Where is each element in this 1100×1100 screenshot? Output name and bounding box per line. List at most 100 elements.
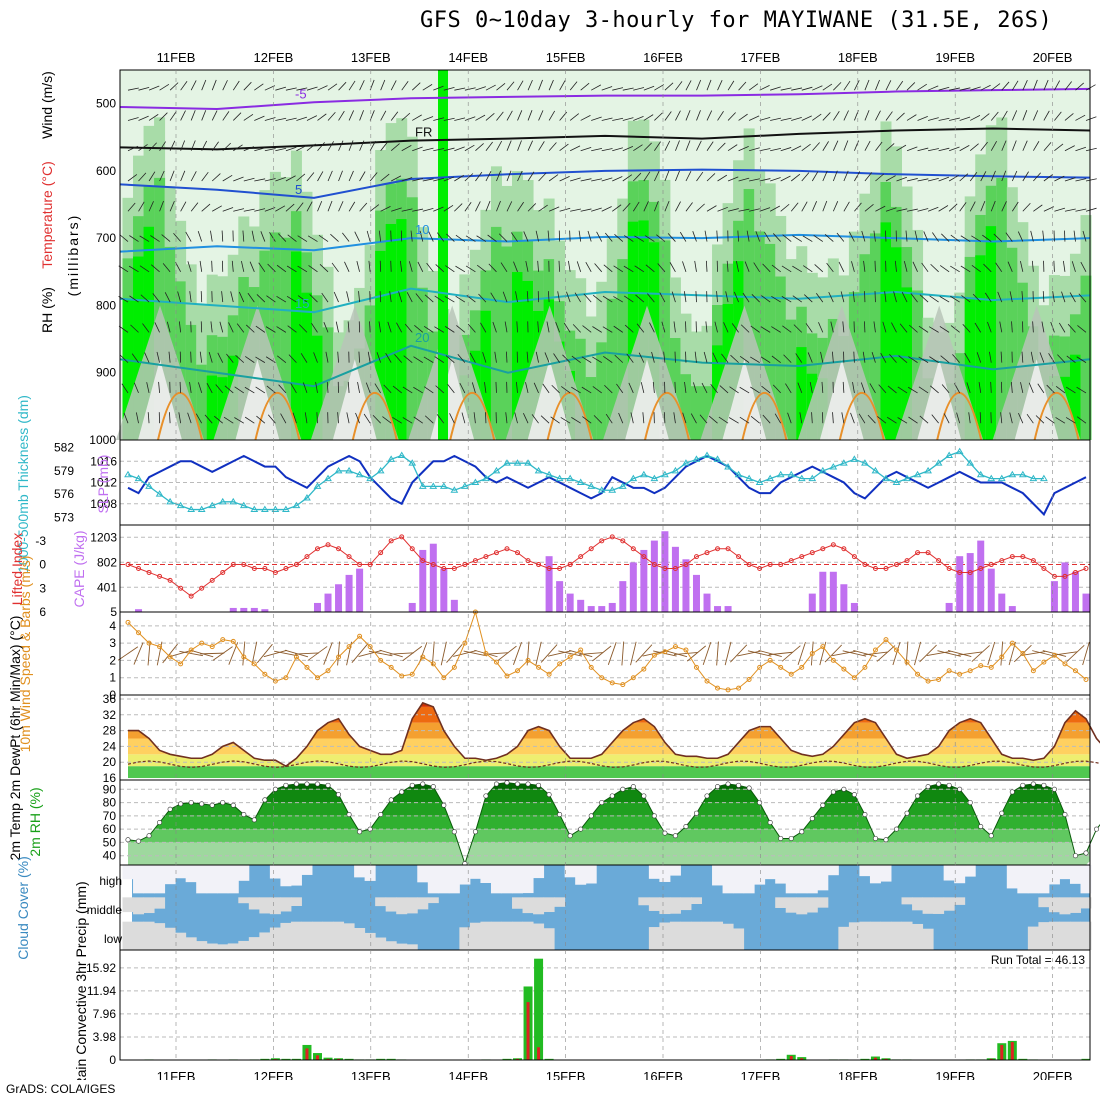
wind-barb — [169, 170, 175, 182]
wind-barb — [323, 322, 329, 333]
wind-barb — [1066, 644, 1085, 663]
wind-barb — [224, 385, 234, 394]
wind-barb — [496, 82, 506, 91]
wind-barb — [346, 412, 350, 424]
wind-barb — [1001, 170, 1007, 182]
wind-barb — [369, 321, 371, 333]
wind-barb — [587, 230, 592, 242]
wind-barb — [118, 325, 129, 333]
wind-barb — [1061, 291, 1066, 303]
wind-barb — [222, 142, 231, 152]
wind-barb — [905, 230, 908, 242]
wind-barb — [1001, 201, 1007, 212]
wind-barb — [1032, 650, 1056, 657]
wind-barb — [306, 172, 315, 182]
wind-barb — [769, 205, 781, 212]
wind-barb — [730, 354, 739, 363]
cloud-low — [543, 928, 555, 950]
wind-barb — [411, 82, 421, 91]
wind-barb — [392, 417, 402, 424]
cloud-low — [280, 922, 292, 950]
wind-barb — [138, 144, 148, 152]
wind-barb — [780, 175, 791, 182]
wind-barb — [443, 147, 455, 152]
cloud-low — [1069, 921, 1081, 950]
wind-barb — [254, 83, 264, 91]
wind-barb — [422, 178, 434, 182]
li-point — [451, 566, 457, 571]
wind-barb — [446, 644, 463, 663]
rh-point — [609, 793, 615, 799]
wind-speed-point — [220, 637, 226, 643]
wind-barb — [390, 111, 399, 121]
wind-barb — [317, 200, 323, 212]
wind-barb — [864, 204, 874, 212]
cape-bar — [556, 581, 564, 612]
wind-barb — [436, 414, 445, 424]
wind-speed-point — [209, 644, 215, 650]
wind-barb — [830, 321, 834, 333]
wind-barb — [770, 147, 782, 152]
wind-barb — [815, 292, 824, 303]
cape-bar — [956, 556, 964, 612]
wind-barb — [369, 140, 376, 151]
wind-barb — [390, 143, 400, 152]
wind-barb — [243, 114, 254, 121]
wind-barb — [604, 384, 613, 394]
wind-barb — [523, 231, 529, 242]
thickness-point — [324, 474, 332, 482]
wind-barb — [699, 414, 708, 424]
wind-barb — [887, 416, 897, 424]
wind-barb — [513, 261, 518, 272]
cloud-middle — [817, 897, 829, 908]
wind-barb — [860, 382, 866, 394]
cloud-high — [143, 865, 155, 894]
chart-title: GFS 0~10day 3-hourly for MAYIWANE (31.5E… — [420, 8, 1053, 33]
wind-barb — [669, 262, 676, 273]
wind-barb — [972, 293, 982, 303]
wind-barb — [759, 148, 771, 152]
wind-barb — [645, 264, 655, 273]
wind-barb — [309, 294, 318, 303]
cloud-layer-label: middle — [87, 903, 123, 917]
rh-point — [715, 784, 721, 790]
wind-barb — [380, 79, 386, 91]
wind-barb — [306, 86, 318, 91]
wind-barb — [959, 116, 971, 121]
wind-barb — [634, 265, 645, 273]
wind-speed-point — [672, 644, 678, 650]
wind-speed-point — [146, 640, 152, 646]
wind-barb — [750, 356, 760, 363]
rh-fill — [501, 246, 513, 440]
wind-barb — [580, 147, 592, 152]
wind-barb — [348, 80, 356, 91]
wind-barb — [853, 351, 855, 363]
wind-barb — [358, 650, 382, 657]
wind-barb — [1054, 207, 1066, 212]
wind-barb — [156, 351, 160, 363]
wind-barb — [906, 208, 918, 212]
wind-barb — [446, 233, 455, 242]
wind-barb — [168, 649, 193, 658]
wind-barb — [210, 321, 213, 333]
wind-barb — [325, 351, 329, 363]
wind-barb — [959, 145, 970, 152]
cloud-low — [227, 943, 239, 950]
wind-barb — [1030, 230, 1034, 242]
rh-point — [230, 802, 236, 808]
rh-point — [651, 813, 657, 819]
cloud-high — [954, 865, 966, 884]
rh-band — [128, 842, 1090, 865]
wind-barb — [180, 201, 187, 212]
wind-barb — [939, 265, 950, 273]
wind-barb — [383, 384, 392, 394]
cloud-low — [248, 937, 260, 950]
thickness-point — [850, 455, 859, 462]
wind-barb — [850, 412, 855, 424]
wind-barb — [557, 291, 561, 303]
wind-barb — [212, 646, 233, 661]
wind-barb — [385, 352, 392, 363]
wind-barb — [727, 144, 738, 152]
wind-barb — [622, 87, 634, 91]
cloud-high — [1059, 865, 1071, 880]
